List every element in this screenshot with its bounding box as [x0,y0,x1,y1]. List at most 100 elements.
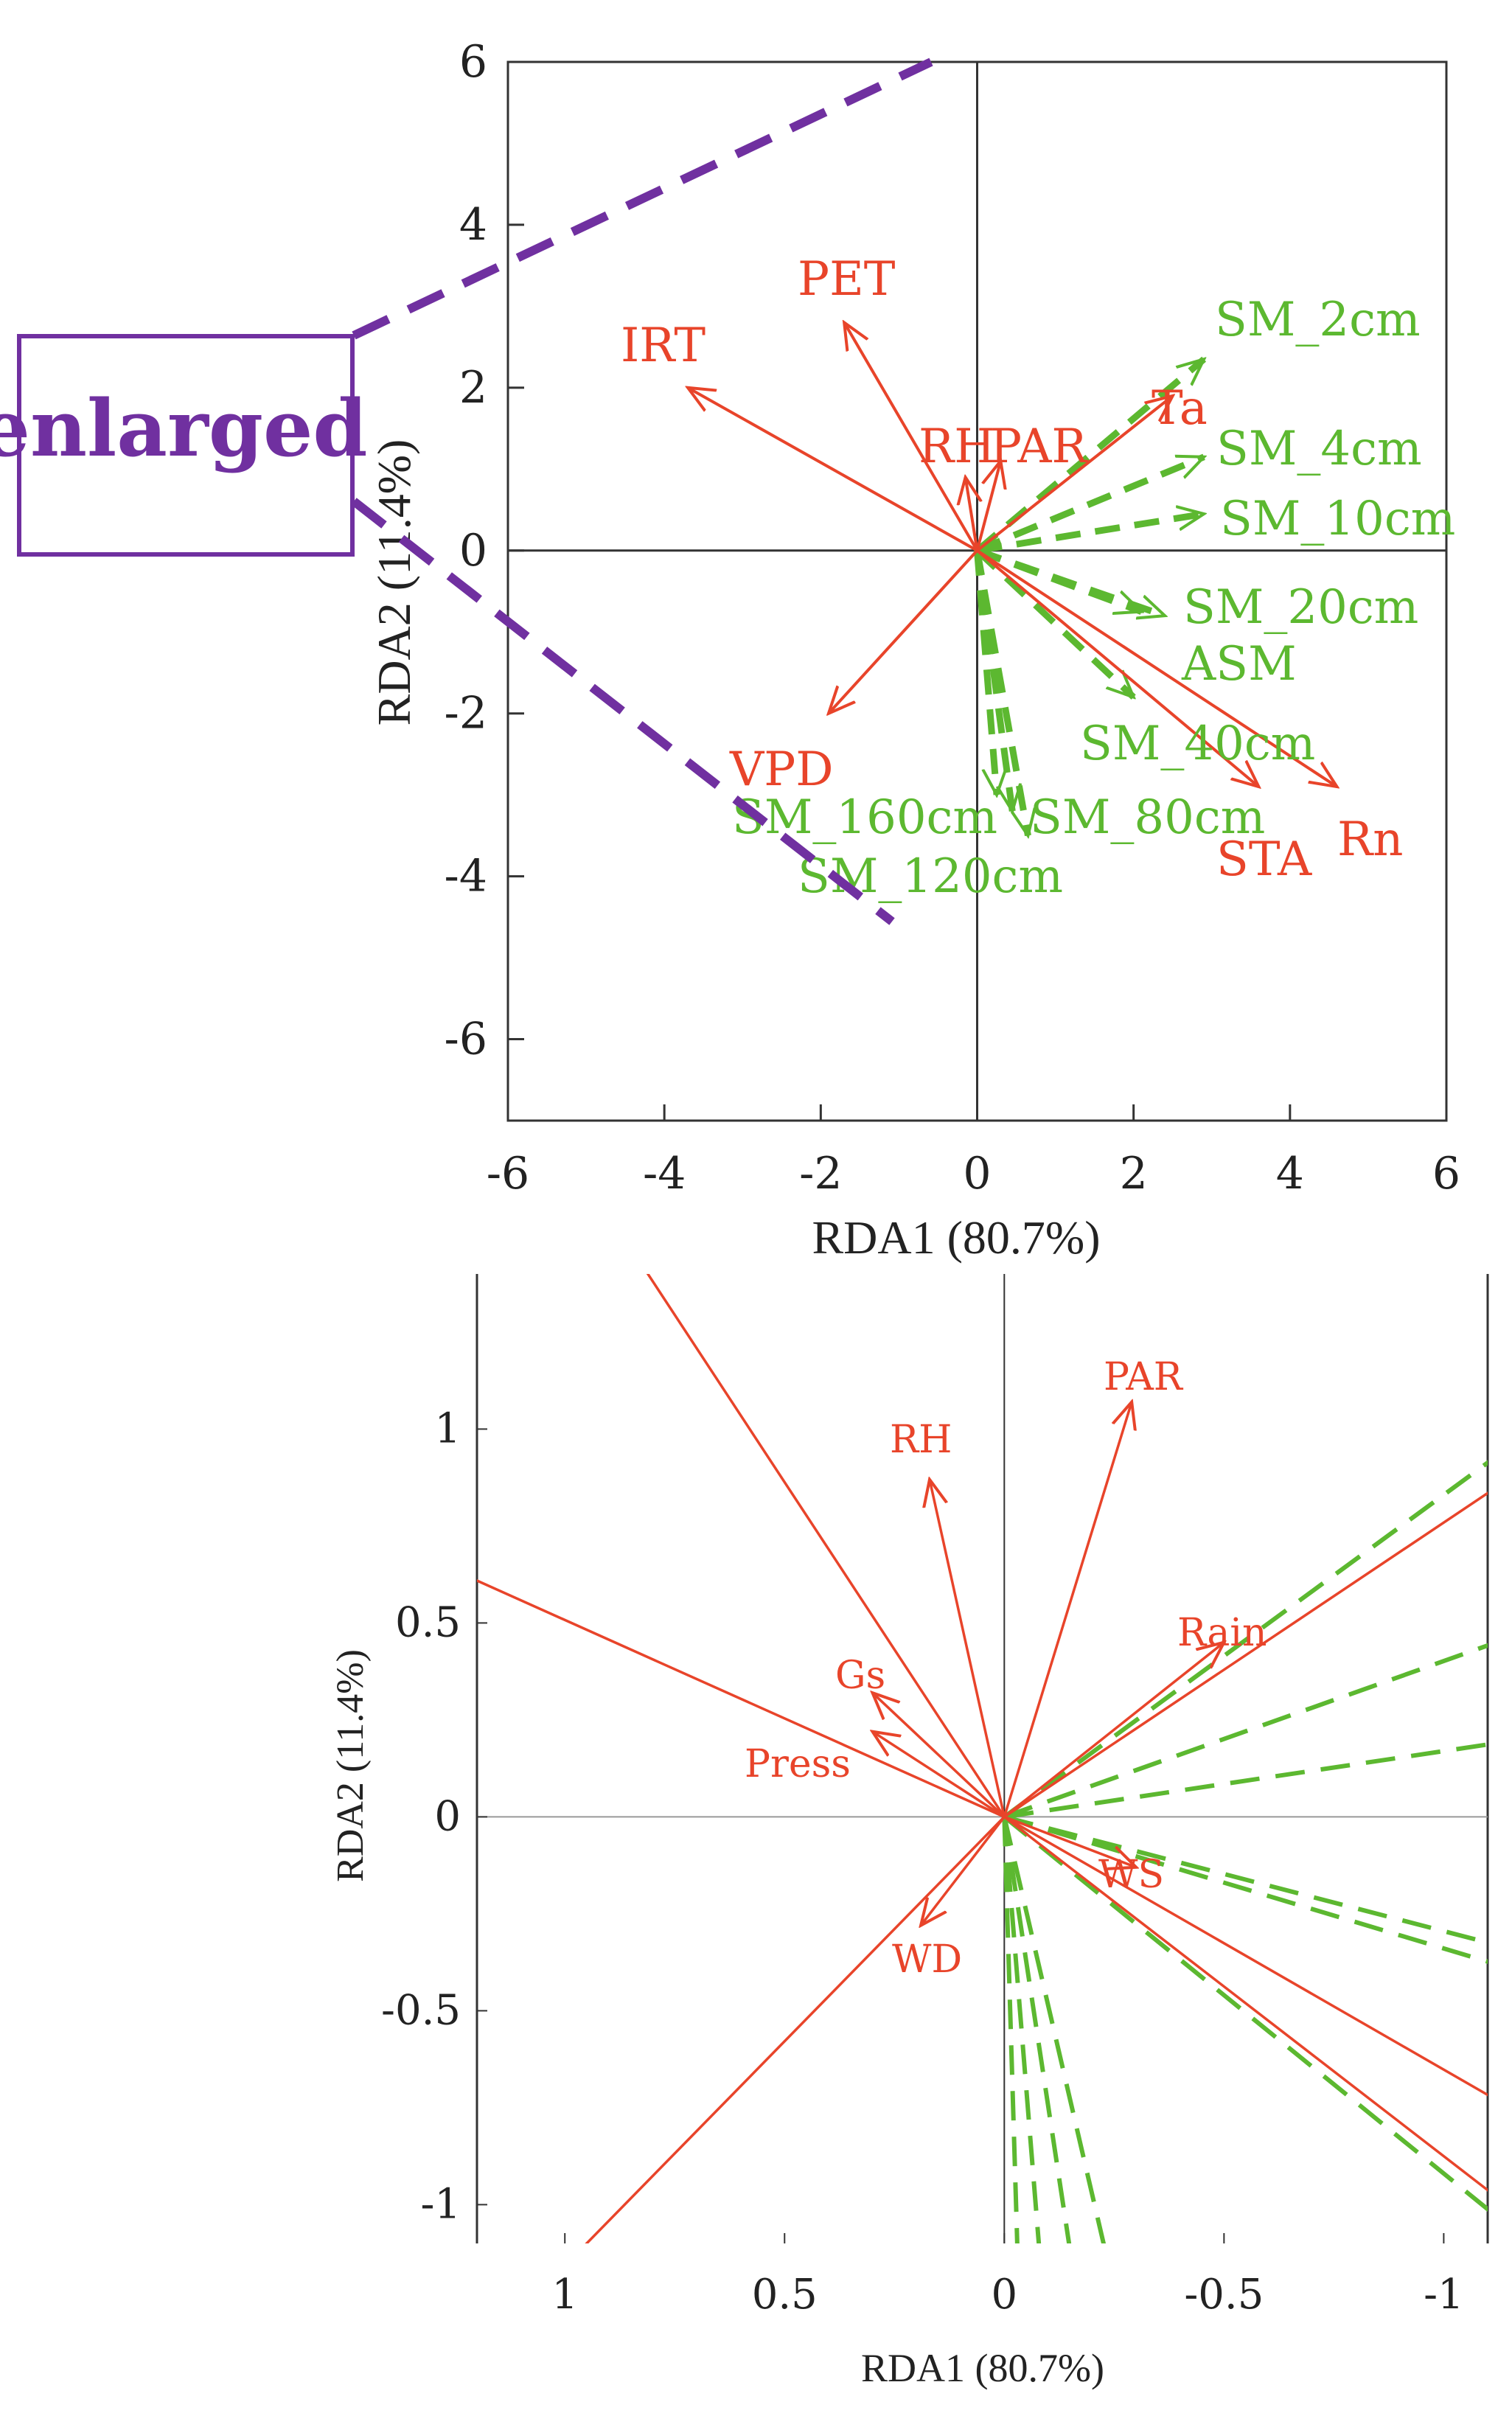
main-env-vector-irt [688,388,978,552]
zoom-env-line-3 [1003,1491,1488,1818]
zoom-zero-lines [477,1274,1488,2243]
zoom-y-tick-label: -0.5 [381,1986,461,2034]
zoom-env-vector-ws [1003,1815,1136,1867]
main-sm-label-sm-120cm: SM_120cm [798,849,1063,904]
main-env-label-rn: Rn [1337,812,1403,867]
zoom-environment-lines [477,1274,1488,2243]
zoom-env-label-press: Press [745,1742,851,1786]
zoom-env-label-par: PAR [1104,1355,1184,1399]
main-x-tick-label: 6 [1432,1148,1460,1199]
zoom-env-label-wd: WD [892,1937,962,1982]
main-sm-label-sm-10cm: SM_10cm [1220,492,1455,546]
main-sm-label-sm-2cm: SM_2cm [1215,293,1421,347]
main-env-label-pet: PET [798,252,896,307]
zoom-y-tick-label: 0 [434,1792,461,1840]
zoom-vector-labels: RH PAR Rain Gs Press WD WS [745,1355,1267,1982]
main-y-tick-label: -2 [445,688,487,739]
main-sm-vector-sm-120cm [974,550,1013,811]
main-x-tick-label: 0 [963,1148,991,1199]
main-sm-vector-sm-2cm [975,356,1205,554]
zoom-sm-line-1 [1003,1643,1488,1820]
zoom-env-line-1 [477,1579,1006,1818]
zoom-env-line-2 [585,1816,1006,2243]
zoom-y-tick-label: 1 [434,1404,461,1452]
main-env-vector-par [975,461,1001,551]
zoom-x-tick-label: 0 [991,2271,1017,2319]
zoom-sm-line-2 [1003,1742,1488,1820]
zoom-indicator: enlarged [0,58,933,925]
main-env-label-ta: Ta [1152,381,1208,436]
zoom-env-vector-press [872,1732,1006,1818]
main-y-tick-label: -6 [445,1014,487,1065]
zoom-x-axis-title: RDA1 (80.7%) [861,2346,1104,2390]
zoom-env-vector-par [1003,1402,1132,1817]
zoom-x-tick-label: -0.5 [1184,2271,1264,2319]
zoom-env-label-ws: WS [1098,1853,1164,1897]
zoom-ticks: 1 0.5 0 -0.5 -1 1 0.5 0 -0.5 -1 [381,1404,1464,2319]
zoom-sm-line-7 [1002,1816,1072,2243]
main-environment-vectors [688,322,1337,787]
main-soil-moisture-vectors [974,356,1205,835]
main-y-tick-label: 0 [459,525,487,577]
main-sm-label-sm-80cm: SM_80cm [1030,790,1265,845]
zoom-x-tick-label: -1 [1424,2271,1464,2319]
main-env-vector-sta [976,549,1259,787]
enlarged-biplot: 1 0.5 0 -0.5 -1 1 0.5 0 -0.5 -1 RH PAR Rain Gs Press W… [330,1274,1489,2390]
zoom-env-vector-wd [921,1816,1006,1925]
main-env-label-rh: RH [919,419,995,474]
main-sm-label-sm-40cm: SM_40cm [1080,717,1315,771]
zoom-sm-line-9 [1002,1817,1020,2243]
zoom-env-vector-gs [872,1693,1006,1818]
main-env-label-irt: IRT [621,318,706,373]
main-env-vector-rn [976,549,1337,787]
main-x-axis-title: RDA1 (80.7%) [812,1211,1100,1264]
zoom-env-line-0 [646,1274,1006,1818]
main-env-vector-ta [976,396,1173,552]
main-y-tick-label: 4 [459,199,487,251]
zoom-env-vector-rh [930,1480,1006,1817]
main-sm-vector-asm [976,547,1166,616]
main-sm-vector-sm-4cm [975,453,1205,554]
zoom-env-label-gs: Gs [835,1654,885,1698]
main-sm-vector-sm-40cm [975,548,1134,697]
main-env-label-sta: STA [1216,832,1312,887]
main-ticks: -6 -4 -2 0 2 4 6 6 4 2 0 -2 -4 -6 [445,36,1461,1199]
zoom-sm-line-5 [1003,1815,1488,2212]
main-x-tick-label: 4 [1276,1148,1304,1199]
zoom-sm-line-0 [1003,1460,1488,1819]
main-env-vector-pet [844,322,979,551]
main-sm-label-asm: ASM [1181,637,1297,692]
zoom-x-tick-label: 1 [551,2271,578,2319]
zoom-environment-vectors [872,1402,1224,1926]
zoom-sm-line-4 [1003,1814,1488,1964]
main-x-tick-label: -6 [487,1148,529,1199]
main-env-label-vpd: VPD [729,742,834,797]
main-sm-label-sm-160cm: SM_160cm [732,790,997,845]
main-y-axis-title: RDA2 (11.4%) [368,439,420,726]
main-env-vector-rh [966,477,978,551]
zoom-label: enlarged [0,382,367,474]
zoom-sm-line-6 [1002,1816,1107,2243]
main-x-tick-label: 2 [1120,1148,1148,1199]
main-env-label-par: PAR [990,419,1088,474]
main-y-tick-label: 6 [459,36,487,88]
zoom-soil-moisture-lines [1002,1460,1488,2243]
zoom-y-tick-label: -1 [420,2180,461,2228]
zoom-line-upper [352,58,933,340]
zoom-sm-line-8 [1002,1817,1042,2243]
main-y-tick-label: -4 [445,851,487,902]
main-y-tick-label: 2 [459,362,487,414]
main-env-vector-vpd [829,549,978,714]
zoom-y-tick-label: 0.5 [395,1598,461,1646]
zoom-sm-line-3 [1003,1814,1488,1945]
main-sm-label-sm-20cm: SM_20cm [1183,580,1418,635]
zoom-env-line-5 [1003,1816,1488,2192]
zoom-y-axis-title: RDA2 (11.4%) [330,1649,372,1882]
zoom-env-label-rain: Rain [1177,1611,1267,1655]
main-x-tick-label: -4 [643,1148,686,1199]
zoom-x-tick-label: 0.5 [752,2271,818,2319]
zoom-env-vector-rain [1003,1643,1224,1818]
